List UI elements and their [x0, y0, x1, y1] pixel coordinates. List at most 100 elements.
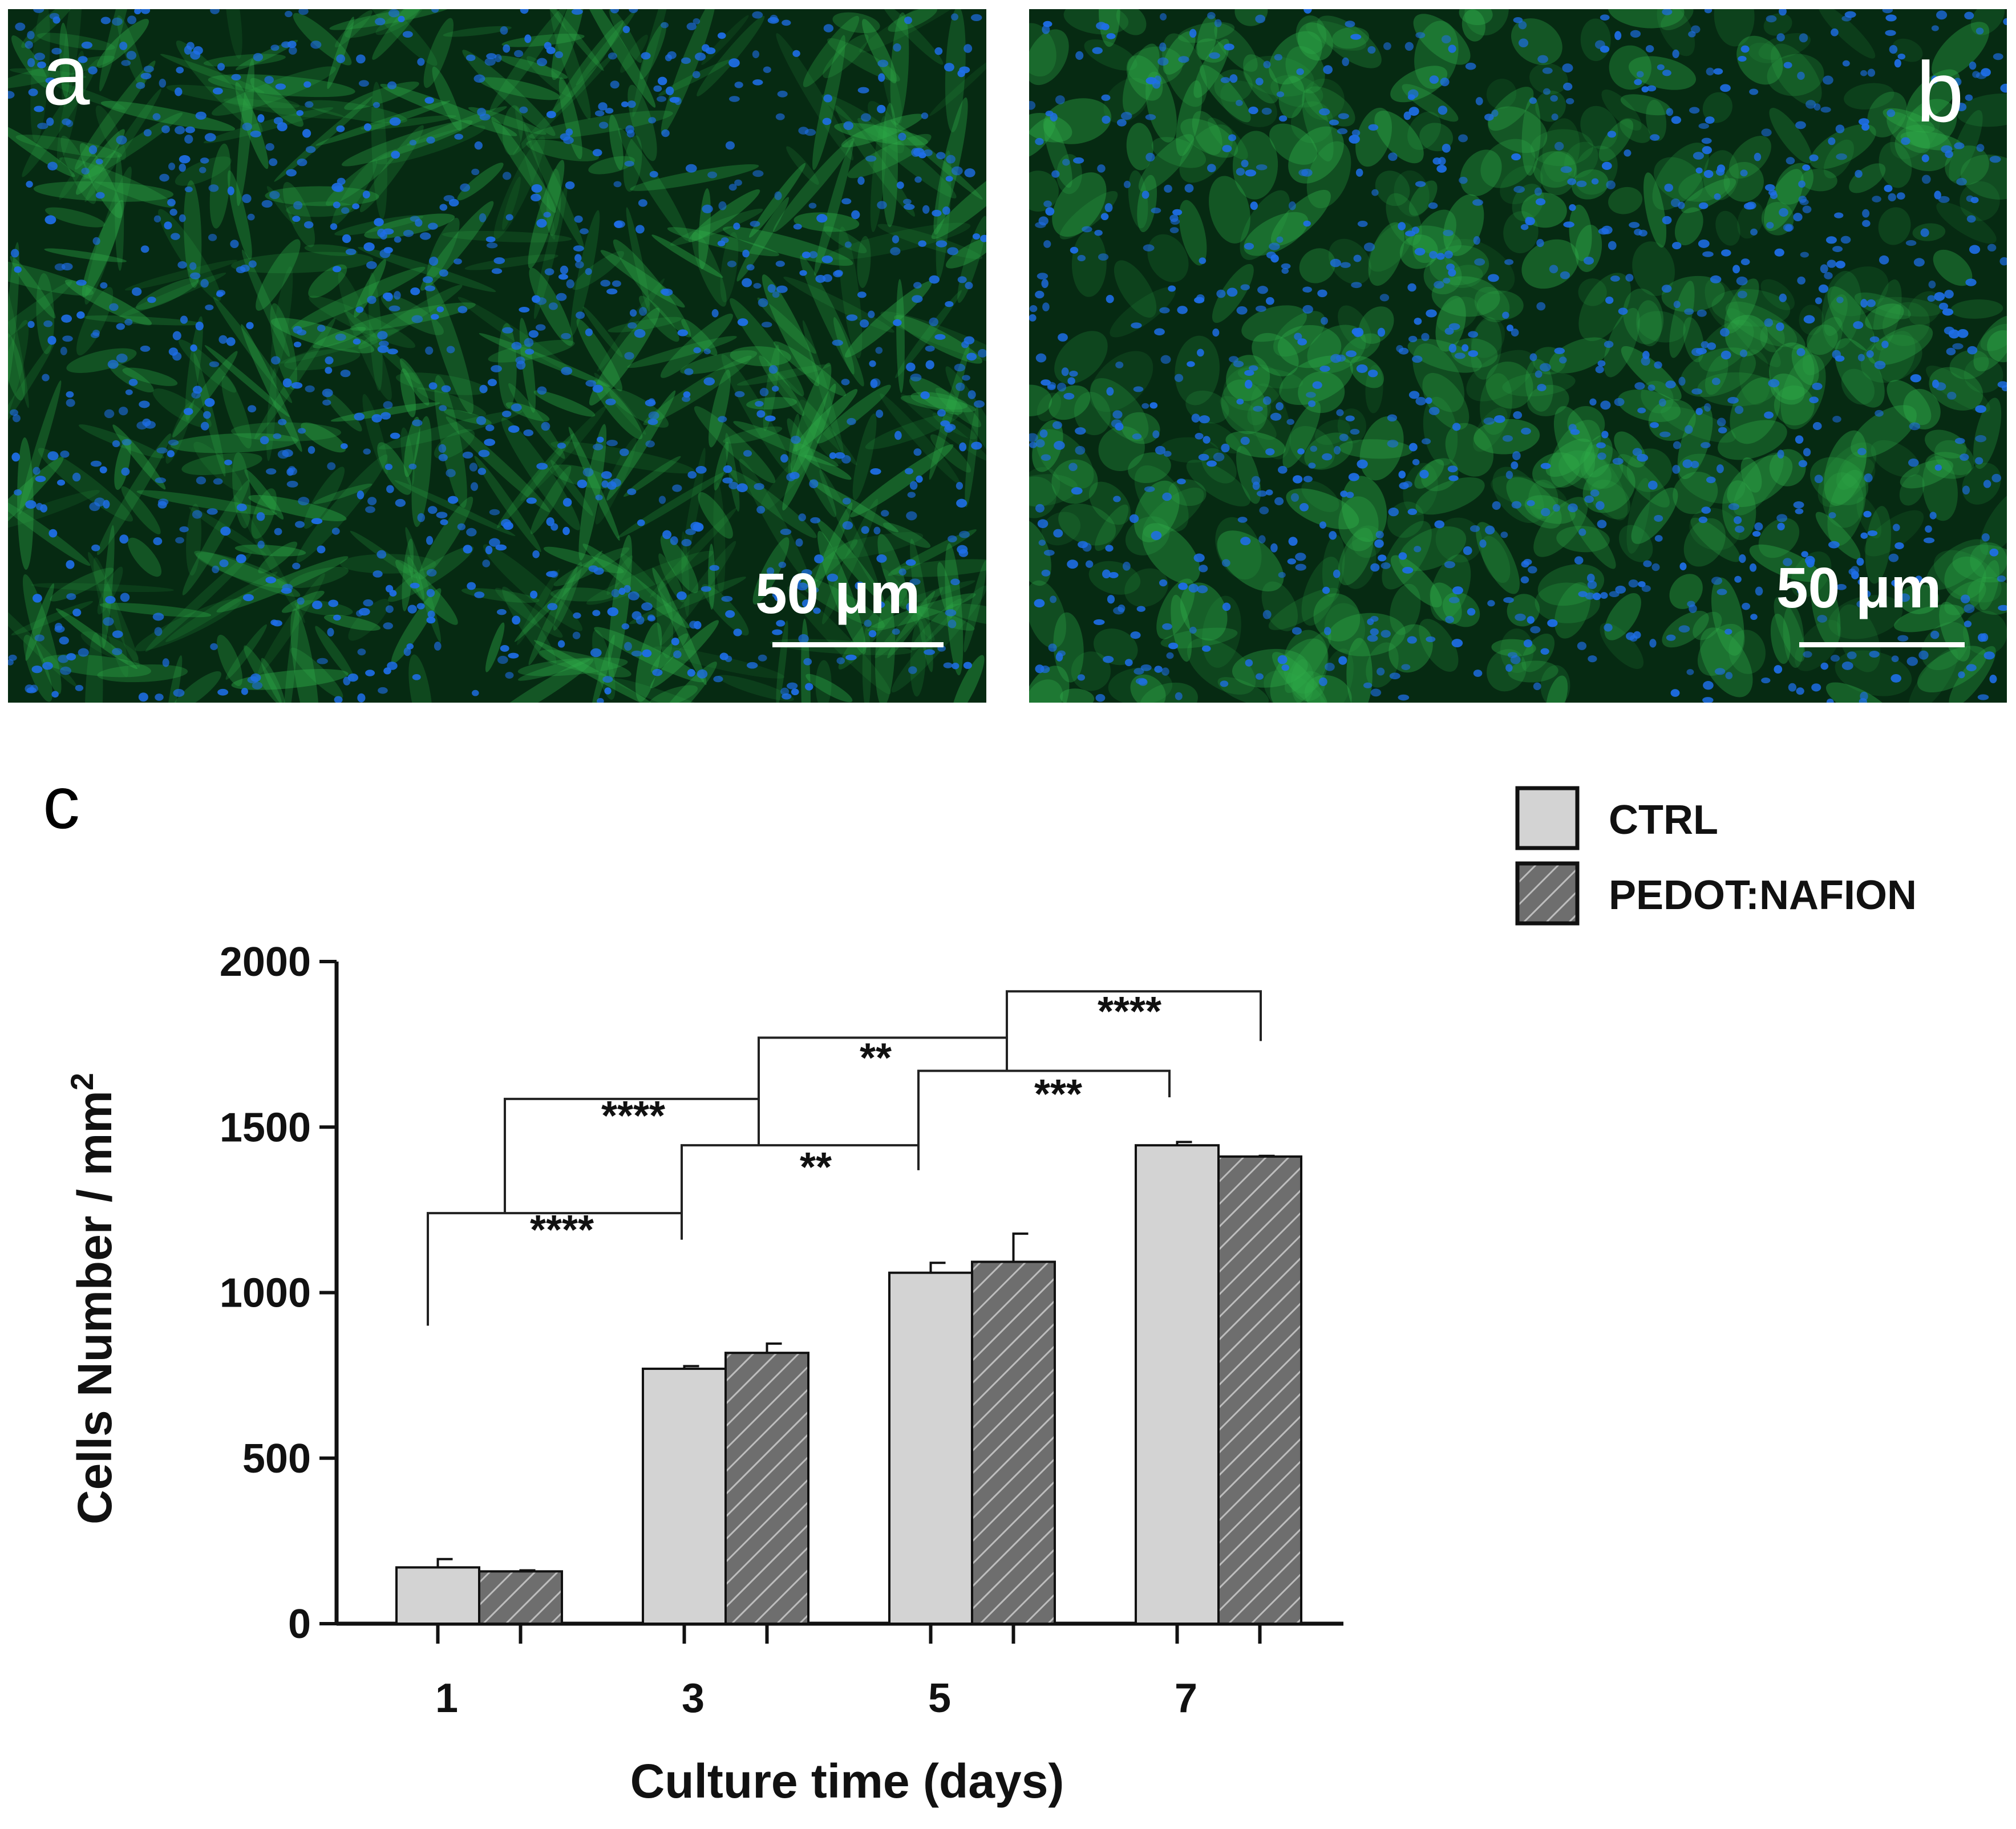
cell-nucleus — [1588, 655, 1597, 663]
cell-nucleus — [104, 409, 115, 419]
cytoskeleton-fiber — [79, 143, 123, 218]
cell-nucleus — [8, 654, 17, 661]
cytoskeleton-fiber — [1957, 93, 2007, 127]
cell-nucleus — [1123, 180, 1131, 188]
cell-nucleus — [1035, 439, 1045, 448]
cytoskeleton-fiber — [1147, 234, 1189, 282]
cell-nucleus — [922, 205, 930, 214]
cytoskeleton-fiber — [550, 9, 591, 120]
cell-nucleus — [1447, 465, 1458, 473]
cytoskeleton-fiber — [817, 519, 884, 602]
cell-nucleus — [1812, 382, 1823, 390]
cell-nucleus — [210, 643, 218, 650]
cell-nucleus — [519, 106, 528, 113]
cell-nucleus — [1111, 419, 1122, 428]
cell-nucleus — [834, 452, 845, 459]
cell-nucleus — [1964, 621, 1972, 627]
cell-nucleus — [37, 61, 46, 68]
cell-nucleus — [1103, 655, 1114, 663]
cell-nucleus — [363, 448, 371, 455]
cell-nucleus — [209, 361, 220, 367]
cytoskeleton-fiber — [1243, 55, 1314, 97]
cell-nucleus — [965, 282, 973, 290]
cytoskeleton-fiber — [1500, 628, 1534, 673]
cytoskeleton-fiber — [1899, 474, 1925, 506]
cell-nucleus — [1319, 677, 1327, 686]
cell-nucleus — [1077, 255, 1086, 262]
cell-nucleus — [1641, 356, 1650, 366]
cytoskeleton-fiber — [1936, 202, 1997, 244]
cytoskeleton-fiber — [502, 105, 524, 155]
cell-nucleus — [1029, 305, 1038, 313]
cytoskeleton-fiber — [608, 534, 632, 680]
cytoskeleton-fiber — [1284, 631, 1331, 694]
cytoskeleton-fiber — [184, 180, 202, 288]
cell-nucleus — [519, 306, 530, 313]
cell-nucleus — [458, 306, 468, 314]
cell-nucleus — [1029, 441, 1037, 448]
cell-nucleus — [1321, 317, 1328, 325]
cell-nucleus — [1614, 398, 1625, 406]
cell-nucleus — [1474, 258, 1485, 266]
cell-nucleus — [410, 287, 420, 295]
cell-nucleus — [1370, 688, 1382, 697]
cytoskeleton-fiber — [1680, 347, 1756, 398]
cell-nucleus — [648, 117, 656, 124]
cytoskeleton-fiber — [1134, 465, 1189, 532]
cell-nucleus — [358, 80, 369, 87]
cell-nucleus — [1983, 651, 1995, 660]
cell-nucleus — [1806, 100, 1816, 109]
cell-nucleus — [520, 9, 529, 14]
cytoskeleton-fiber — [833, 317, 855, 375]
cell-nucleus — [495, 544, 507, 551]
cytoskeleton-fiber — [1835, 338, 1885, 408]
cytoskeleton-fiber — [639, 22, 667, 80]
cell-nucleus — [341, 207, 350, 214]
cell-nucleus — [62, 335, 73, 342]
cell-nucleus — [1199, 257, 1207, 264]
cell-nucleus — [505, 672, 514, 679]
cytoskeleton-fiber — [1604, 593, 1641, 640]
cytoskeleton-fiber — [1491, 475, 1567, 510]
cell-nucleus — [1189, 626, 1197, 634]
cytoskeleton-fiber — [609, 9, 642, 63]
cell-nucleus — [1529, 353, 1537, 362]
cytoskeleton-fiber — [1699, 627, 1753, 697]
cell-nucleus — [1537, 55, 1548, 63]
cytoskeleton-fiber — [407, 556, 425, 600]
cytoskeleton-fiber — [1037, 392, 1062, 421]
cell-nucleus — [750, 221, 760, 227]
cytoskeleton-fiber — [1220, 80, 1277, 127]
cell-nucleus — [1487, 600, 1495, 607]
cell-nucleus — [1686, 669, 1694, 675]
cytoskeleton-fiber — [1110, 287, 1176, 338]
cytoskeleton-fiber — [1569, 204, 1592, 261]
cell-nucleus — [310, 40, 322, 49]
cell-nucleus — [1542, 67, 1553, 74]
cell-nucleus — [681, 57, 691, 64]
cell-nucleus — [690, 521, 702, 531]
cytoskeleton-fiber — [1780, 354, 1826, 429]
cell-nucleus — [1752, 531, 1761, 537]
cell-nucleus — [1597, 452, 1606, 460]
cell-nucleus — [767, 284, 776, 293]
cell-nucleus — [1042, 25, 1050, 34]
cytoskeleton-fiber — [305, 100, 407, 124]
cell-nucleus — [1222, 145, 1232, 152]
cytoskeleton-fiber — [733, 421, 839, 467]
cell-nucleus — [1098, 253, 1109, 261]
cell-nucleus — [945, 176, 953, 182]
cell-nucleus — [964, 168, 975, 177]
cell-nucleus — [1170, 218, 1180, 225]
cell-nucleus — [1704, 9, 1713, 14]
cytoskeleton-fiber — [1894, 124, 1953, 172]
cell-nucleus — [871, 378, 881, 387]
cell-nucleus — [1975, 405, 1987, 413]
cell-nucleus — [1270, 543, 1278, 553]
cell-nucleus — [943, 662, 953, 668]
cytoskeleton-fiber — [1488, 87, 1534, 131]
cell-nucleus — [746, 264, 755, 271]
micrograph-a-canvas — [8, 9, 986, 703]
cell-nucleus — [1682, 459, 1693, 468]
cytoskeleton-fiber — [97, 664, 188, 683]
